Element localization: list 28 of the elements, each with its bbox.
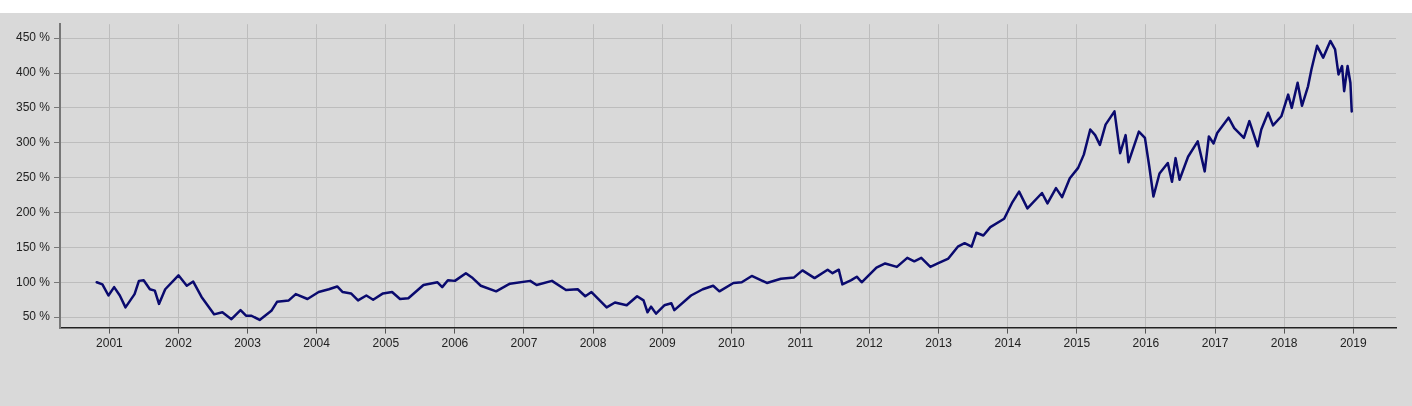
- x-tick-label: 2009: [648, 336, 676, 351]
- y-tick-label: 150 %: [15, 239, 51, 254]
- x-tick-label: 2011: [787, 336, 814, 351]
- x-tick-label: 2016: [1132, 336, 1160, 351]
- x-tick-label: 2014: [994, 336, 1022, 351]
- x-tick-label: 2018: [1270, 336, 1298, 351]
- x-tick-label: 2005: [372, 336, 400, 351]
- x-tick-label: 2002: [165, 336, 193, 351]
- x-tick-label: 2008: [579, 336, 607, 351]
- y-tick-label: 300 %: [15, 135, 51, 150]
- x-tick-label: 2007: [510, 336, 538, 351]
- y-tick-label: 250 %: [15, 169, 51, 184]
- x-tick-label: 2003: [234, 336, 262, 351]
- y-tick-label: 350 %: [15, 100, 51, 115]
- x-tick-label: 2010: [717, 336, 745, 351]
- x-tick-label: 2001: [96, 336, 124, 351]
- x-tick-label: 2017: [1201, 336, 1229, 351]
- x-tick-label: 2004: [303, 336, 331, 351]
- x-tick-label: 2006: [441, 336, 469, 351]
- y-tick-label: 100 %: [15, 274, 51, 289]
- x-tick-label: 2015: [1063, 336, 1091, 351]
- x-tick-label: 2013: [925, 336, 953, 351]
- y-tick-label: 50 %: [22, 309, 51, 324]
- x-tick-label: 2012: [856, 336, 884, 351]
- y-tick-label: 450 %: [15, 30, 51, 45]
- y-tick-label: 200 %: [15, 204, 51, 219]
- y-tick-label: 400 %: [15, 65, 51, 80]
- x-tick-label: 2019: [1339, 336, 1367, 351]
